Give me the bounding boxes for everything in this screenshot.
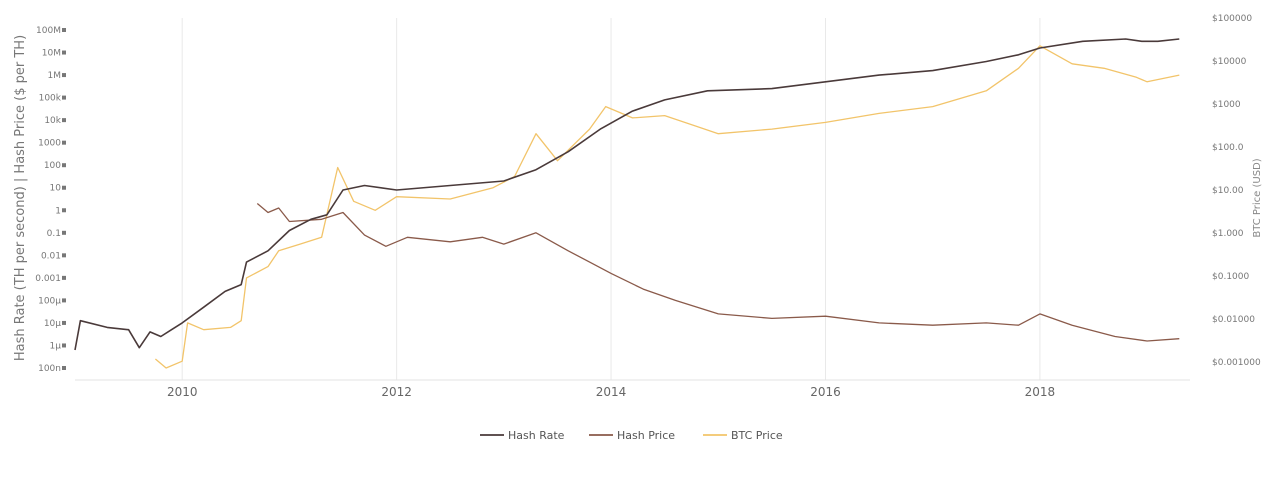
left-tick-label: 1M — [48, 71, 62, 81]
x-tick-label: 2018 — [1025, 385, 1056, 399]
left-tick-mark — [62, 28, 66, 32]
legend-label: Hash Price — [617, 429, 675, 442]
left-tick-label: 100n — [38, 364, 61, 374]
left-tick-mark — [62, 118, 66, 123]
left-tick-label: 100M — [36, 26, 61, 36]
left-tick-mark — [62, 208, 66, 213]
left-tick-label: 0.001 — [35, 274, 61, 284]
right-tick-label: $100.0 — [1212, 143, 1244, 153]
left-tick-label: 100k — [39, 94, 62, 104]
left-tick-mark — [62, 320, 66, 325]
left-tick-label: 0.1 — [47, 229, 61, 239]
left-tick-mark — [62, 95, 66, 100]
right-axis-title: BTC Price (USD) — [1252, 158, 1263, 237]
left-tick-mark — [62, 253, 66, 258]
legend-label: BTC Price — [731, 429, 783, 442]
right-tick-label: $0.01000 — [1212, 315, 1255, 325]
left-tick-mark — [62, 185, 66, 190]
x-tick-label: 2014 — [596, 385, 627, 399]
left-tick-label: 10M — [42, 49, 61, 59]
right-tick-label: $0.1000 — [1212, 272, 1249, 282]
series-line-hash-price — [256, 203, 1180, 342]
grid — [75, 18, 1190, 381]
x-tick-label: 2012 — [381, 385, 412, 399]
left-tick-mark — [62, 230, 66, 235]
left-tick-mark — [62, 366, 66, 370]
left-tick-mark — [62, 163, 66, 168]
left-tick-label: 10k — [44, 116, 61, 126]
left-tick-mark — [62, 140, 66, 145]
left-tick-label: 100 — [44, 161, 61, 171]
right-tick-label: $10.00 — [1212, 186, 1244, 196]
right-tick-label: $10000 — [1212, 57, 1247, 67]
right-axis-ticks: $0.001000 $0.01000 $0.1000 $1.000 $10.00 $100… — [1212, 14, 1261, 368]
left-tick-label: 0.01 — [41, 251, 61, 261]
left-axis-title: Hash Rate (TH per second) | Hash Price (… — [13, 35, 28, 361]
series-line-hash-rate — [74, 38, 1180, 351]
left-tick-label: 10µ — [44, 319, 61, 329]
left-tick-mark — [62, 50, 66, 55]
left-tick-mark — [62, 275, 66, 280]
left-tick-mark — [62, 73, 66, 78]
x-tick-label: 2010 — [167, 385, 198, 399]
left-tick-mark — [62, 298, 66, 303]
left-tick-label: 1µ — [50, 341, 62, 351]
left-tick-label: 10 — [50, 184, 62, 194]
left-axis-ticks: 100n 1µ 10µ 100µ 0.001 0.01 0.1 1 10 100 1000 10k 10… — [35, 26, 66, 374]
legend: Hash Rate Hash Price BTC Price — [480, 429, 783, 442]
right-tick-label: $1000 — [1212, 100, 1241, 110]
right-tick-label: $1.000 — [1212, 229, 1244, 239]
left-tick-mark — [62, 343, 66, 348]
x-axis-ticks: 2010 2012 2014 2016 2018 — [167, 385, 1055, 399]
series-layer — [74, 38, 1180, 369]
series-line-btc-price — [154, 45, 1180, 369]
x-tick-label: 2016 — [810, 385, 841, 399]
right-tick-label: $100000 — [1212, 14, 1252, 24]
right-tick-label: $0.001000 — [1212, 358, 1261, 368]
legend-label: Hash Rate — [508, 429, 565, 442]
left-tick-label: 100µ — [38, 296, 61, 306]
left-tick-label: 1000 — [38, 139, 61, 149]
left-tick-label: 1 — [55, 206, 61, 216]
